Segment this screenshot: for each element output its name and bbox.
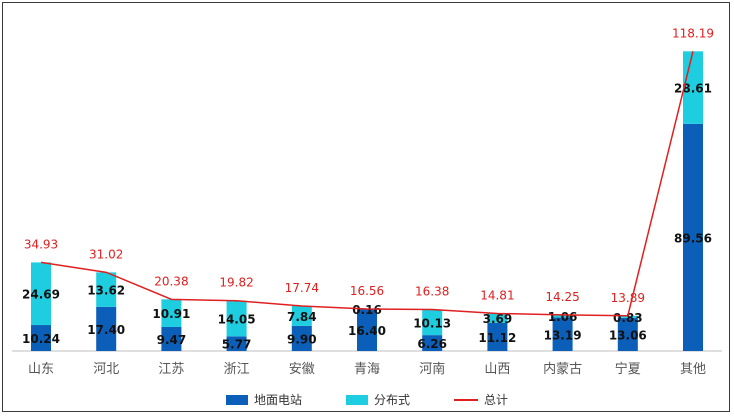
data-label-ground: 17.40 [87,323,125,337]
stacked-bar-line-chart: 山东 10.24 24.69 河北 17.40 13.62 江苏 9.47 10.91 浙江 5.7… [12,26,722,377]
bar-distributed [291,306,312,326]
data-label-distributed: 10.91 [152,307,190,321]
x-tick-label: 山东 [28,362,54,377]
bar-ground [617,317,638,351]
x-tick-label: 河北 [93,362,119,377]
x-tick-label: 山西 [484,362,510,377]
data-label-distributed: 14.05 [218,313,256,327]
data-label-ground: 9.47 [157,333,187,347]
data-label-distributed: 28.61 [674,82,712,96]
data-label-distributed: 1.06 [548,310,578,324]
data-label-distributed: 7.84 [287,310,317,324]
data-label-ground: 11.12 [478,331,516,345]
bar-ground [161,326,182,351]
x-tick-label: 青海 [354,362,380,377]
bar-ground [422,335,443,351]
legend-item-ground: 地面电站 [225,391,302,408]
data-label-ground: 13.19 [544,328,582,342]
data-label-distributed: 24.69 [22,288,60,302]
x-tick-label: 其他 [680,362,706,377]
data-label-total: 13.89 [611,291,645,305]
bar-distributed [96,272,117,307]
bar-ground [31,325,51,351]
bar-distributed [617,315,638,318]
x-tick-label: 河南 [419,361,445,377]
bar-distributed [487,313,508,323]
x-tick-label: 安徽 [289,362,315,377]
bar-ground [683,123,703,351]
data-label-total: 14.81 [480,288,514,302]
total-line [40,51,694,317]
bar-distributed [31,262,51,326]
data-label-ground: 5.77 [222,338,252,352]
data-label-ground: 13.06 [609,328,647,342]
legend-item-distributed: 分布式 [345,391,410,408]
legend-label-ground: 地面电站 [253,393,302,407]
bar-distributed [552,314,573,318]
data-label-distributed: 3.69 [483,312,513,326]
data-label-ground: 10.24 [22,332,60,346]
data-label-distributed: 10.13 [413,316,451,330]
data-label-ground: 16.40 [348,324,386,338]
bar-distributed [226,300,247,337]
legend-swatch-total [454,398,478,401]
bar-ground [357,309,377,351]
data-label-distributed: 0.16 [352,303,382,317]
data-label-total: 19.82 [219,276,253,290]
bar-distributed [422,309,443,336]
legend-label-distributed: 分布式 [373,393,410,407]
data-label-total: 31.02 [89,247,123,261]
x-tick-label: 内蒙古 [543,361,582,377]
bar-ground [96,306,117,351]
data-label-total: 20.38 [154,274,188,288]
x-tick-label: 宁夏 [615,361,641,377]
legend: 地面电站 分布式 总计 [0,391,734,408]
data-label-ground: 89.56 [674,231,712,245]
data-label-ground: 9.90 [287,332,317,346]
data-label-total: 16.38 [415,284,449,298]
legend-swatch-distributed [345,394,368,405]
bar-distributed [161,299,182,327]
data-label-distributed: 13.62 [87,284,125,298]
bar-ground [552,317,573,351]
data-label-total: 14.25 [545,290,579,304]
data-label-total: 17.74 [285,281,319,295]
bar-ground [226,336,247,351]
data-label-total: 16.56 [350,284,384,298]
x-tick-label: 江苏 [158,361,184,377]
legend-swatch-ground [225,394,248,405]
x-tick-label: 浙江 [224,362,250,377]
legend-item-total: 总计 [454,391,508,408]
data-label-total: 34.93 [24,237,58,251]
data-label-distributed: 0.83 [613,311,643,325]
bar-ground [487,322,508,351]
legend-label-total: 总计 [484,393,509,407]
data-label-total: 118.19 [672,26,714,40]
data-label-ground: 6.26 [417,337,447,351]
bar-ground [291,325,312,351]
